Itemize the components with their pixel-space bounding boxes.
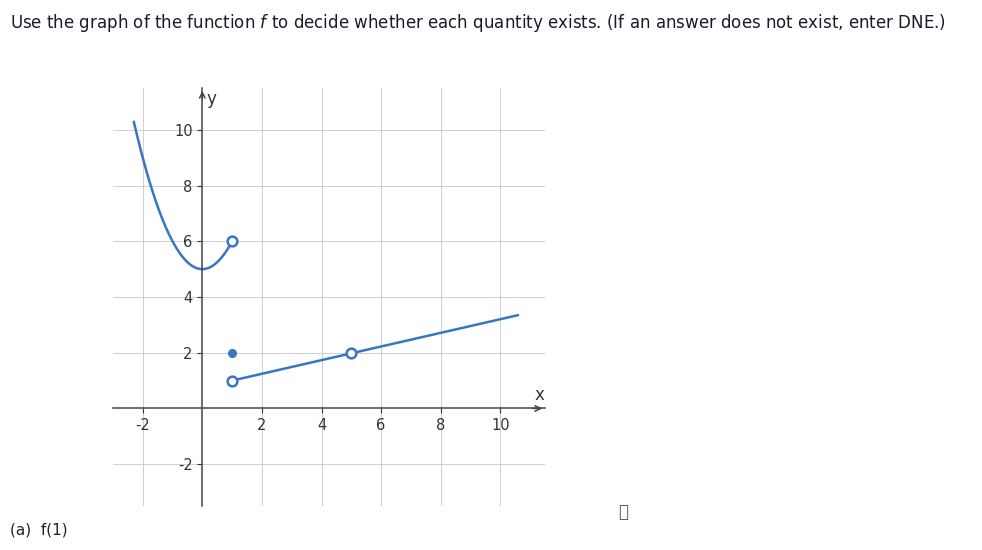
Text: (a)  f(1): (a) f(1) bbox=[10, 523, 68, 538]
Text: x: x bbox=[534, 386, 544, 404]
Text: Use the graph of the function $f$ to decide whether each quantity exists. (If an: Use the graph of the function $f$ to dec… bbox=[10, 12, 946, 34]
Text: y: y bbox=[207, 90, 217, 108]
Text: ⓘ: ⓘ bbox=[619, 503, 628, 520]
